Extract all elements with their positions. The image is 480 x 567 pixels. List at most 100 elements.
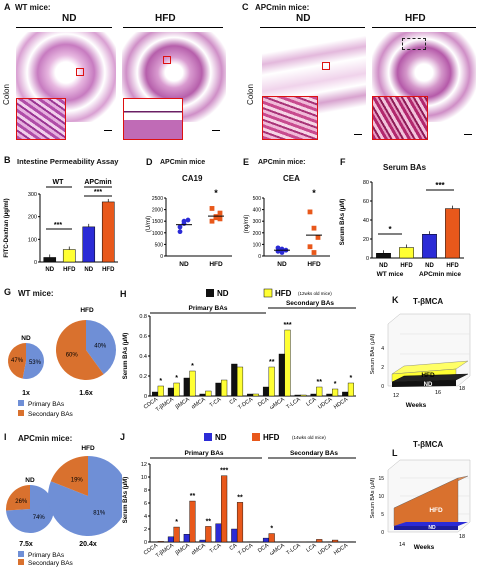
panel-d-ytick-2: 1000 <box>152 231 163 237</box>
panel-b-xtick-2: ND <box>84 267 93 273</box>
panel-d-point-1-2 <box>217 210 223 216</box>
panel-b-letter: B <box>4 155 11 165</box>
panel-f-ytick-3: 60 <box>363 199 369 205</box>
panel-l-nd-top <box>394 522 468 526</box>
panel-c-hfd-line <box>372 27 476 28</box>
panel-c-title: APCmin mice: <box>255 3 310 12</box>
panel-d-pretitle: APCmin mice <box>160 159 206 166</box>
panel-g-pie2-secondary <box>56 320 104 380</box>
panel-l-ytick-3: 15 <box>378 476 384 482</box>
panel-b-xtick-1: HFD <box>63 267 76 273</box>
panel-h-bar-nd-3 <box>199 393 206 397</box>
panel-j-xtick-2: βMCA <box>175 543 191 557</box>
panel-e-ytick-2: 200 <box>253 231 262 237</box>
panel-j-ytick-5: 10 <box>141 475 147 481</box>
panel-j-legend-nd: ND <box>215 433 227 442</box>
panel-j-note: (14wks old mice) <box>292 435 326 440</box>
panel-c-hfd-tumor-outline <box>402 38 426 50</box>
panel-g-pie1-label: ND <box>21 335 31 342</box>
panel-h-bar-hfd-6 <box>252 393 259 397</box>
panel-h-ylabel: Serum BAs (µM) <box>123 333 129 379</box>
panel-d-point-0-3 <box>177 224 183 230</box>
panel-b-chart: FITC-Dextran (µg/ml) 0 100 200 300 ND HFD ND H… <box>4 179 118 273</box>
panel-h-ytick-3: 0.6 <box>139 334 147 340</box>
panel-g-pie1-secondary-pct: 47% <box>11 358 24 364</box>
panel-e-ytick-4: 400 <box>253 208 262 214</box>
panel-a-scale-bar-1 <box>104 130 112 131</box>
panel-b-xtick-3: HFD <box>102 267 115 273</box>
panel-f-chart: Serum BAs (µM) 0 20 40 60 80 ND HFD ND HFD WT m… <box>340 180 464 278</box>
panel-j-ytick-3: 6 <box>144 501 147 507</box>
panel-j-xtick-10: LCA <box>305 543 317 554</box>
panel-e-ytick-0: 0 <box>258 254 261 260</box>
panel-h-xtick-4: T-CA <box>209 397 223 409</box>
panel-d-ytick-0: 0 <box>160 254 163 260</box>
panel-a-hfd-roi <box>163 56 171 64</box>
panel-j-legend-nd-swatch <box>204 433 212 441</box>
panel-d-ytick-4: 2000 <box>152 208 163 214</box>
panel-i-pie1-primary-pct: 74% <box>33 515 46 521</box>
panel-j-ytick-0: 0 <box>144 540 147 546</box>
panel-h-bar-hfd-11 <box>332 388 339 397</box>
panel-l-3d-chart: Serum BAs (µM) HFD ND 0 5 10 15 14 18 We… <box>370 459 471 551</box>
panel-g-title: WT mice: <box>18 289 54 298</box>
panel-b-ytick-3: 300 <box>28 192 37 198</box>
panel-h-bar-hfd-1 <box>173 382 180 397</box>
panel-c-nd-zoom <box>262 96 318 140</box>
panel-h-bar-nd-6 <box>247 393 254 397</box>
panel-g-pie2-primary-pct: 40% <box>94 343 107 349</box>
panel-h-sig-0: * <box>159 378 162 385</box>
panel-i-letter: I <box>4 432 7 442</box>
panel-f-ytick-1: 20 <box>363 237 369 243</box>
panel-i-pie1-scale: 7.5x <box>19 541 33 548</box>
panel-f-xtick-0: ND <box>379 263 388 269</box>
panel-a-nd-roi <box>76 68 84 76</box>
panel-k-ytick-1: 2 <box>381 365 384 371</box>
panel-k-nd-top <box>391 373 469 383</box>
panel-e-xtick-0: ND <box>277 261 287 268</box>
panel-b-sig-apc: *** <box>94 189 102 196</box>
panel-i-title: APCmin mice: <box>18 434 73 443</box>
panel-k-nd-front <box>392 380 456 387</box>
panel-j-sig-3: ** <box>206 518 212 525</box>
panel-e-point-1-2 <box>315 235 321 240</box>
panel-a-hfd-zoom <box>123 98 183 140</box>
panel-j-sig-7: * <box>270 526 273 533</box>
panel-b-group-wt: WT <box>53 179 65 186</box>
panel-i-pie1-secondary-pct: 26% <box>15 499 28 505</box>
panel-f-bar-3 <box>445 208 460 259</box>
panel-i-pie2-primary-pct: 81% <box>93 511 106 517</box>
panel-e-ytick-1: 100 <box>253 242 262 248</box>
panel-f-bar-1 <box>399 247 414 259</box>
panel-h-bar-hfd-4 <box>221 379 228 397</box>
panel-i-legend-secondary: Secondary BAs <box>28 560 74 567</box>
panel-f-bar-2 <box>422 234 437 259</box>
panel-l-tick-1: 18 <box>459 534 465 540</box>
panel-d-ylabel: (U/ml) <box>146 216 152 232</box>
panel-g-pie1-primary <box>22 343 44 379</box>
panel-h-legend-nd-swatch <box>206 289 214 297</box>
panel-f-letter: F <box>340 157 346 167</box>
panel-j-ylabel: Serum BAs (µM) <box>123 477 129 523</box>
panel-j-bar-hfd-11 <box>332 539 339 543</box>
panel-h-sig-1: * <box>175 375 178 382</box>
panel-a-scale-bar-2 <box>212 130 220 131</box>
panel-h-bar-hfd-9 <box>300 394 307 397</box>
panel-c-scale-bar-2 <box>464 134 472 135</box>
panel-j-ytick-2: 4 <box>144 514 147 520</box>
panel-h-xtick-11: UDCA <box>317 397 333 411</box>
panel-j-bar-nd-5 <box>231 528 238 543</box>
panel-a-nd-label: ND <box>62 13 77 24</box>
panel-k-tick-0: 12 <box>393 393 399 399</box>
panel-j-bar-hfd-1 <box>173 526 180 543</box>
panel-j-bar-nd-1 <box>167 536 174 543</box>
panel-h-xtick-7: DCA <box>257 397 270 409</box>
panel-c-hfd-zoom <box>372 96 428 140</box>
panel-j-legend-hfd-swatch <box>252 433 260 441</box>
panel-i-legend-primary: Primary BAs <box>28 552 65 559</box>
panel-h-sig-10: ** <box>317 379 323 386</box>
panel-f-sig-wt: * <box>388 225 392 234</box>
panel-h-legend-hfd: HFD <box>275 289 292 298</box>
panel-g-pie1-primary-pct: 53% <box>29 360 42 366</box>
panel-l-ytick-0: 0 <box>381 530 384 536</box>
